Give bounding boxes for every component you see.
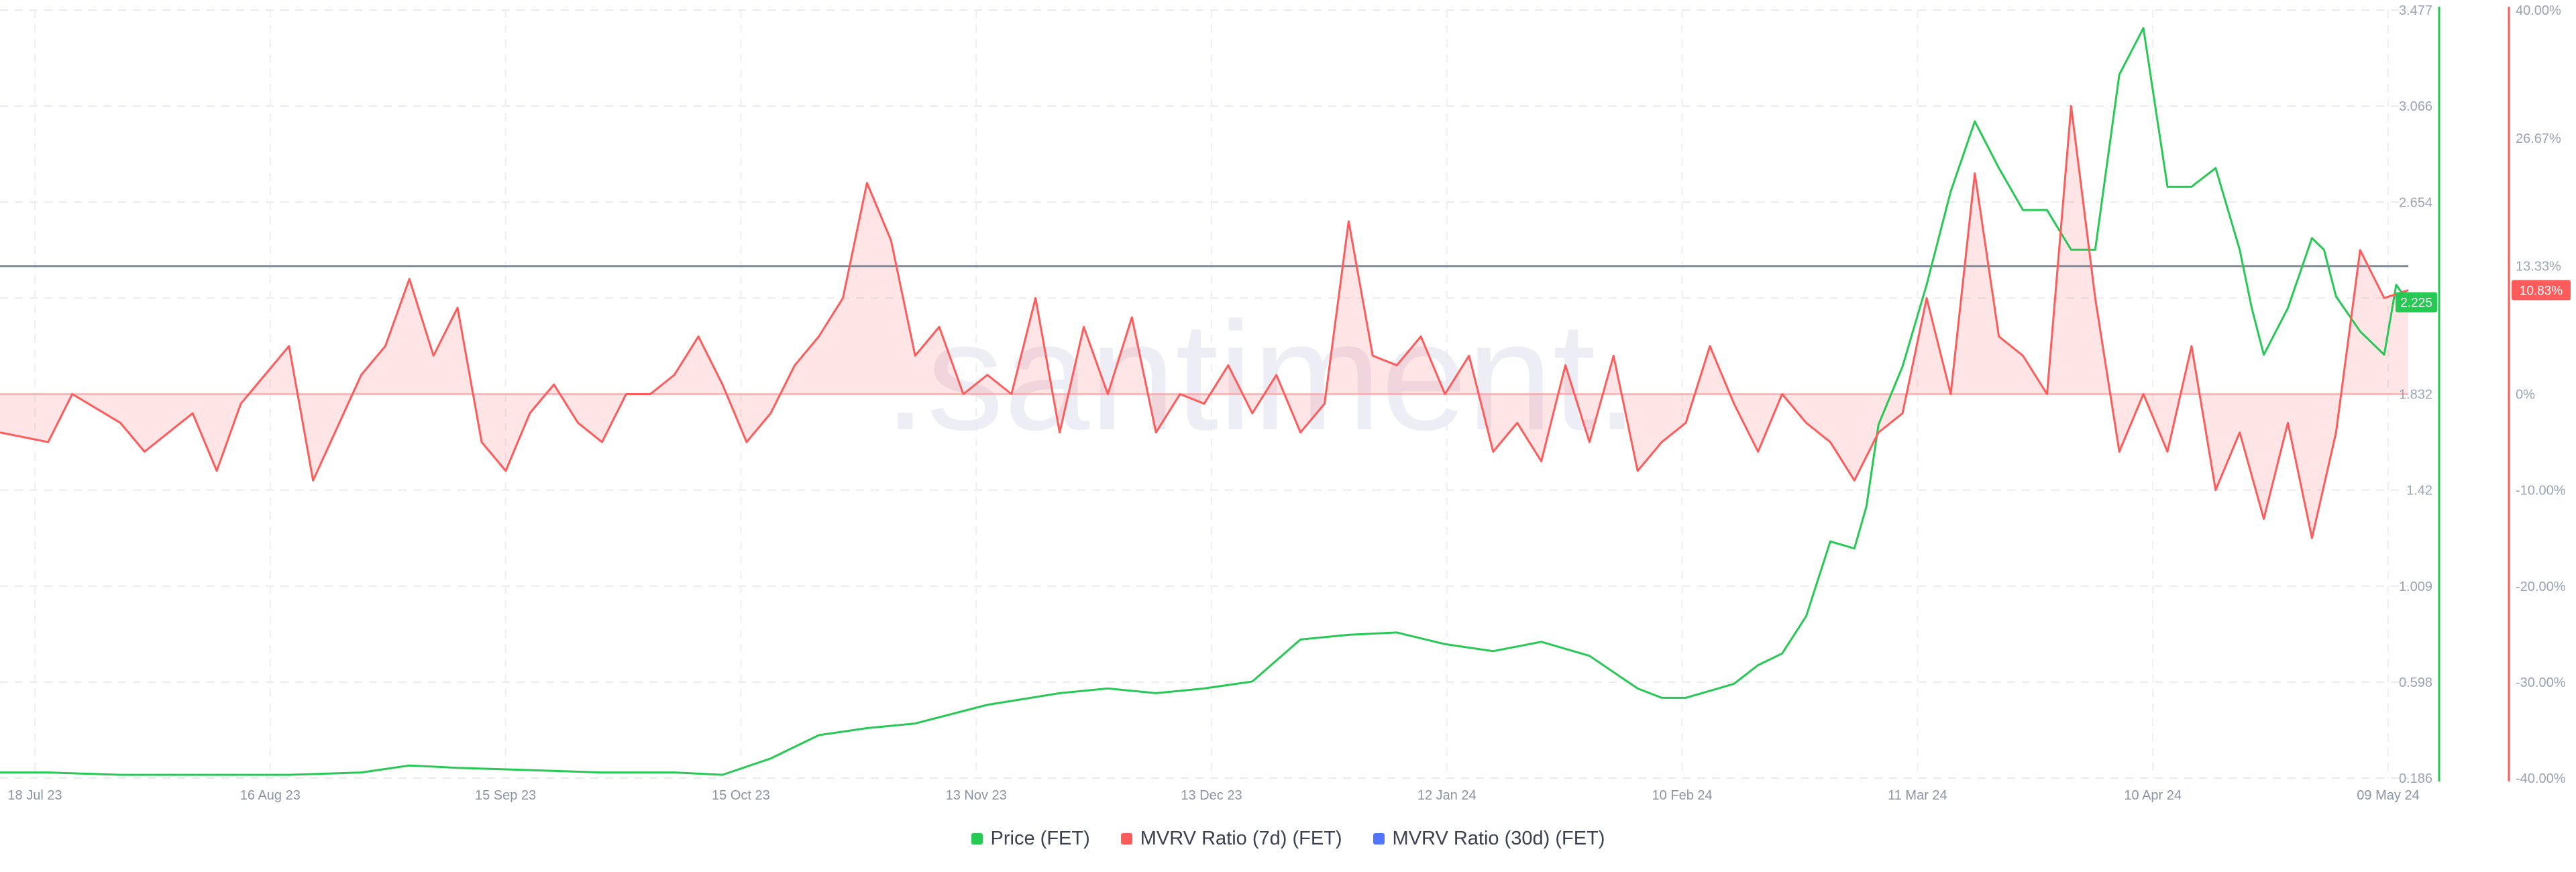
price-current-badge <box>2396 292 2437 313</box>
x-axis-tick-label: 13 Dec 23 <box>1181 788 1242 803</box>
axes: 3.4773.0662.6542.2431.8321.421.0090.5980… <box>7 3 2565 803</box>
x-axis-tick-label: 09 May 24 <box>2357 788 2419 803</box>
price-axis-tick-label: 0.598 <box>2399 675 2432 690</box>
price-axis-tick-label: 1.832 <box>2399 388 2432 402</box>
mvrv-current-badge <box>2512 280 2571 301</box>
price-current-value: 2.225 <box>2400 296 2432 311</box>
x-axis-tick-label: 15 Oct 23 <box>712 788 770 803</box>
mvrv-axis-tick-label: -30.00% <box>2516 675 2566 690</box>
legend-label-mvrv-30d: MVRV Ratio (30d) (FET) <box>1392 827 1605 849</box>
mvrv-axis-tick-label: 0% <box>2516 388 2535 402</box>
x-axis-tick-label: 16 Aug 23 <box>240 788 301 803</box>
price-axis-tick-label: 3.066 <box>2399 99 2432 114</box>
value-badges: 2.225 10.83% <box>2396 280 2571 313</box>
price-axis-tick-label: 1.009 <box>2399 580 2432 594</box>
x-axis-tick-label: 13 Nov 23 <box>946 788 1007 803</box>
chart-legend: Price (FET) MVRV Ratio (7d) (FET) MVRV R… <box>0 824 2576 853</box>
legend-item-mvrv-30d[interactable]: MVRV Ratio (30d) (FET) <box>1373 828 1605 850</box>
mvrv-axis-tick-label: -40.00% <box>2516 771 2566 786</box>
x-axis-tick-label: 10 Feb 24 <box>1652 788 1713 803</box>
mvrv-7d-area <box>0 106 2408 539</box>
mvrv-axis-tick-label: 40.00% <box>2516 3 2561 18</box>
legend-item-price[interactable]: Price (FET) <box>971 828 1090 850</box>
legend-swatch-price <box>971 832 983 844</box>
mvrv-current-value: 10.83% <box>2520 284 2563 298</box>
price-axis-tick-label: 1.42 <box>2406 484 2432 498</box>
price-axis-tick-label: 0.186 <box>2399 771 2432 786</box>
x-axis-tick-label: 15 Sep 23 <box>475 788 536 803</box>
series-line-price <box>0 27 2410 776</box>
watermark: .santiment. <box>884 290 1639 462</box>
x-axis-tick-label: 11 Mar 24 <box>1888 788 1947 803</box>
legend-swatch-mvrv-30d <box>1373 832 1385 844</box>
x-axis-tick-label: 12 Jan 24 <box>1417 788 1477 803</box>
x-axis-tick-label: 18 Jul 23 <box>7 788 62 803</box>
legend-label-price: Price (FET) <box>990 827 1090 849</box>
legend-item-mvrv-7d[interactable]: MVRV Ratio (7d) (FET) <box>1120 827 1342 850</box>
mvrv-axis-tick-label: 26.67% <box>2516 131 2561 146</box>
series-line-mvrv-7d <box>0 105 2409 539</box>
mvrv-area <box>0 106 2408 539</box>
mvrv-axis-tick-label: 13.33% <box>2516 260 2561 274</box>
price-axis-tick-label: 3.477 <box>2399 3 2432 18</box>
price-axis-tick-label: 2.654 <box>2399 195 2432 210</box>
legend-swatch-mvrv-7d <box>1120 832 1132 844</box>
mvrv-axis-tick-label: -10.00% <box>2516 484 2566 498</box>
mvrv-axis-tick-label: -20.00% <box>2516 580 2566 594</box>
x-axis-tick-label: 10 Apr 24 <box>2124 788 2182 803</box>
legend-label-mvrv-7d: MVRV Ratio (7d) (FET) <box>1140 827 1342 849</box>
series-lines <box>0 27 2410 776</box>
